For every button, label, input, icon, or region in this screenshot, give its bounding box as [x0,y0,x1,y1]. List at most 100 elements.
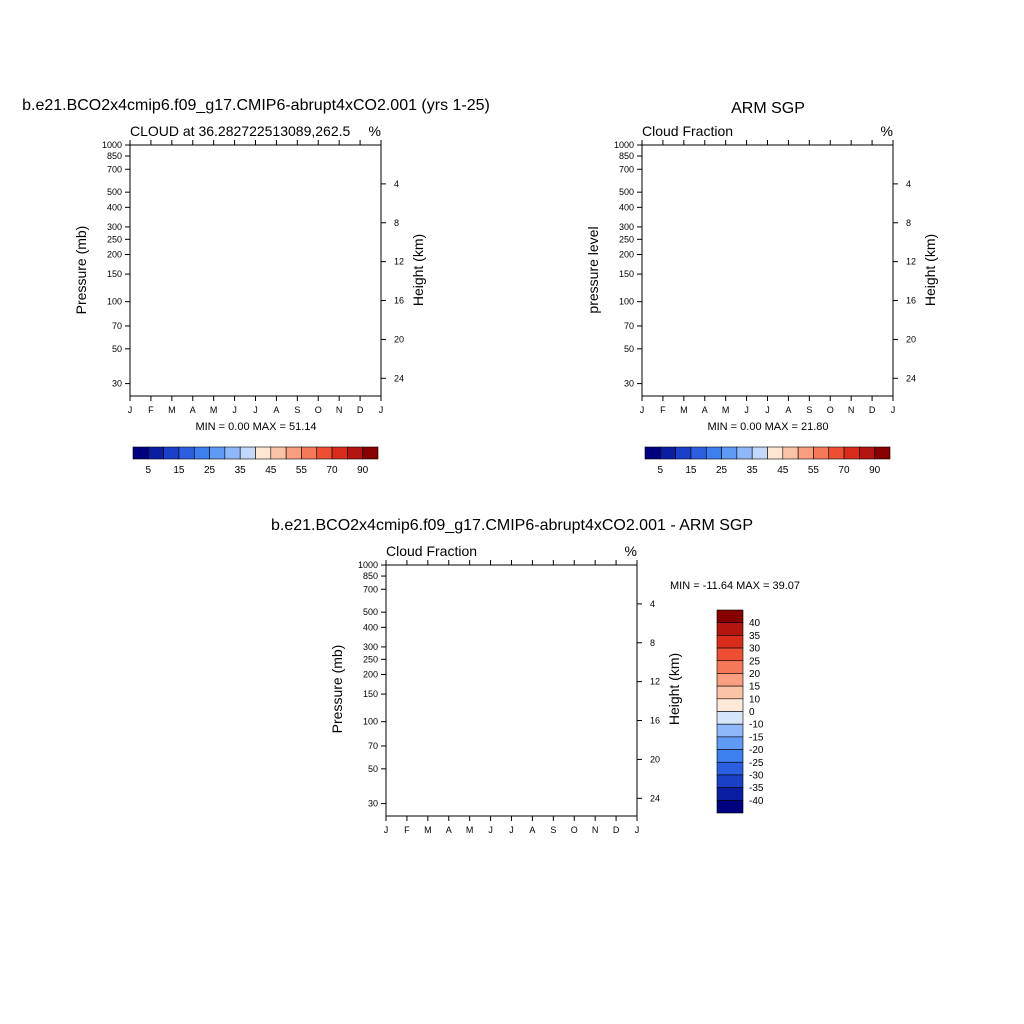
diff-colorbar-label: 40 [749,618,761,629]
diff-colorbar-swatch [716,787,744,801]
diff-xtick-label: M [424,825,432,835]
diff-xtick-label: J [635,825,640,835]
panel-obs-ylabel: pressure level [585,226,601,313]
obs-ytick-label: 1000 [614,140,634,150]
panel-diff-y2label: Height (km) [666,653,682,725]
model-xtick-label: J [128,405,133,415]
obs-ytick-label: 50 [624,344,634,354]
panel-diff-left-title: Cloud Fraction [386,543,477,559]
obs-colorbar-label: 90 [869,465,881,476]
model-ytick-label: 850 [107,151,122,161]
obs-colorbar-label: 25 [716,465,728,476]
model-colorbar-label: 45 [265,465,277,476]
model-y2tick-label: 8 [394,218,399,228]
obs-ytick-label: 70 [624,321,634,331]
diff-colorbar-label: -30 [749,770,764,781]
model-colorbar-swatch [285,446,302,460]
obs-ytick-label: 200 [619,250,634,260]
diff-ytick-label: 500 [363,607,378,617]
obs-colorbar-label: 70 [839,465,851,476]
diff-colorbar-label: 35 [749,631,761,642]
obs-colorbar-swatch [813,446,830,460]
diff-colorbar-swatch [716,711,744,725]
model-xtick-label: A [190,405,196,415]
obs-xtick-label: J [640,405,645,415]
obs-xtick-label: O [827,405,834,415]
model-xtick-label: J [253,405,258,415]
diff-colorbar-label: 10 [749,694,761,705]
model-colorbar-swatch [193,446,210,460]
obs-y2tick-label: 24 [906,373,916,383]
obs-frame [641,144,894,397]
panel-obs-left-title: Cloud Fraction [642,123,733,139]
model-xtick-label: M [210,405,218,415]
panel-diff-main-title: b.e21.BCO2x4cmip6.f09_g17.CMIP6-abrupt4x… [271,517,753,534]
diff-colorbar-swatch [716,685,744,700]
diff-xtick-label: F [404,825,410,835]
obs-colorbar-swatch [690,446,707,460]
diff-xtick-label: S [550,825,556,835]
diff-colorbar-swatch [716,647,744,662]
obs-ytick-label: 250 [619,234,634,244]
obs-colorbar-swatch [705,446,722,460]
obs-colorbar-label: 45 [777,465,789,476]
diff-y2tick-label: 12 [650,677,660,687]
obs-y2tick-label: 12 [906,257,916,267]
diff-y2tick-label: 4 [650,599,655,609]
diff-xtick-label: M [466,825,474,835]
obs-xtick-label: N [848,405,855,415]
model-xtick-label: O [315,405,322,415]
diff-ytick-label: 200 [363,670,378,680]
diff-colorbar-swatch [716,609,744,623]
panel-obs-units: % [881,123,893,139]
model-colorbar-swatch [224,446,241,460]
diff-colorbar-label: -35 [749,783,764,794]
panel-model-main-title: b.e21.BCO2x4cmip6.f09_g17.CMIP6-abrupt4x… [22,97,490,114]
model-y2tick-label: 16 [394,296,404,306]
model-ytick-label: 200 [107,250,122,260]
model-xtick-label: F [148,405,154,415]
diff-colorbar-swatch [716,698,744,712]
obs-colorbar-swatch [859,446,875,460]
model-colorbar-label: 70 [327,465,339,476]
model-y2tick-label: 12 [394,257,404,267]
diff-ytick-label: 700 [363,584,378,594]
diff-colorbar-swatch [716,774,744,788]
model-xtick-label: J [379,405,384,415]
diff-ytick-label: 300 [363,642,378,652]
model-ytick-label: 400 [107,202,122,212]
model-ytick-label: 300 [107,222,122,232]
model-colorbar-swatch [239,446,256,460]
model-colorbar-swatch [331,446,348,460]
diff-colorbar-label: 15 [749,682,761,693]
diff-ytick-label: 150 [363,689,378,699]
model-colorbar-label: 15 [173,465,185,476]
panel-model-ylabel: Pressure (mb) [73,226,89,315]
obs-ytick-label: 400 [619,202,634,212]
panel-obs-plot: J F M A M J J A S O N D J 30 50 70 100 150 200 250 300 400 500… [614,140,916,415]
diff-colorbar-swatch [716,660,744,674]
diff-xtick-label: A [446,825,452,835]
obs-colorbar-swatch [828,446,845,460]
panel-obs: ARM SGP Cloud Fraction % J F M A M J J A S O N D J 30… [585,100,938,476]
panel-obs-stats: MIN = 0.00 MAX = 21.80 [707,421,828,433]
obs-y2tick-label: 20 [906,334,916,344]
obs-xtick-label: S [806,405,812,415]
diff-xtick-label: J [509,825,514,835]
diff-colorbar-swatch [716,723,744,738]
diff-colorbar-label: -40 [749,796,764,807]
model-xtick-label: S [294,405,300,415]
obs-y2tick-label: 4 [906,179,911,189]
model-y2tick-label: 24 [394,373,404,383]
diff-frame [385,564,638,817]
obs-xtick-label: M [680,405,688,415]
obs-xtick-label: J [744,405,749,415]
obs-colorbar-label: 15 [685,465,697,476]
diff-colorbar-label: -20 [749,745,764,756]
panel-diff-units: % [625,543,637,559]
diff-ytick-label: 100 [363,717,378,727]
model-colorbar-swatch [301,446,318,460]
diff-ytick-label: 70 [368,741,378,751]
